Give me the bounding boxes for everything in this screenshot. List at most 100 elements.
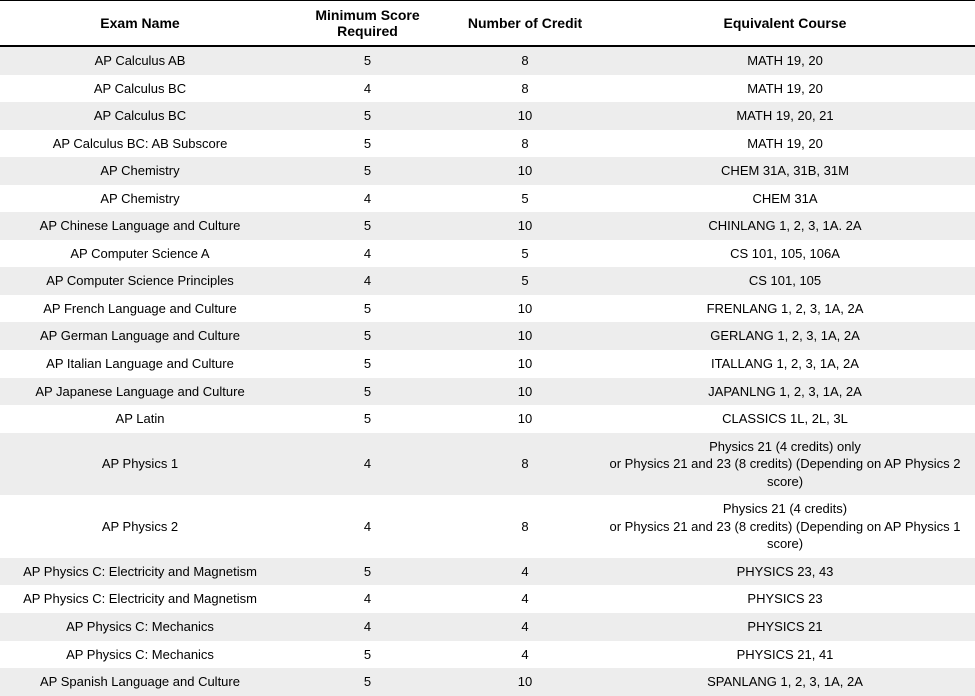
table-row: AP Physics C: Electricity and Magnetism4… bbox=[0, 585, 975, 613]
cell-score: 5 bbox=[280, 641, 455, 669]
table-header-cell: Minimum Score Required bbox=[280, 1, 455, 47]
cell-score: 4 bbox=[280, 185, 455, 213]
cell-exam: AP Chemistry bbox=[0, 157, 280, 185]
cell-course: CS 101, 105, 106A bbox=[595, 240, 975, 268]
table-header-cell: Equivalent Course bbox=[595, 1, 975, 47]
cell-credit: 8 bbox=[455, 433, 595, 496]
cell-score: 5 bbox=[280, 668, 455, 696]
cell-score: 5 bbox=[280, 102, 455, 130]
cell-score: 4 bbox=[280, 240, 455, 268]
table-row: AP Chinese Language and Culture510CHINLA… bbox=[0, 212, 975, 240]
table-row: AP Calculus BC48MATH 19, 20 bbox=[0, 75, 975, 103]
cell-credit: 4 bbox=[455, 558, 595, 586]
cell-credit: 4 bbox=[455, 641, 595, 669]
cell-score: 5 bbox=[280, 295, 455, 323]
cell-credit: 8 bbox=[455, 75, 595, 103]
cell-credit: 8 bbox=[455, 130, 595, 158]
cell-exam: AP Calculus AB bbox=[0, 46, 280, 75]
cell-score: 5 bbox=[280, 405, 455, 433]
cell-course: SPANLANG 1, 2, 3, 1A, 2A bbox=[595, 668, 975, 696]
cell-course: MATH 19, 20, 21 bbox=[595, 102, 975, 130]
cell-exam: AP Computer Science A bbox=[0, 240, 280, 268]
table-header-row: Exam NameMinimum Score RequiredNumber of… bbox=[0, 1, 975, 47]
cell-exam: AP Physics C: Electricity and Magnetism bbox=[0, 558, 280, 586]
cell-credit: 5 bbox=[455, 240, 595, 268]
table-row: AP Latin510CLASSICS 1L, 2L, 3L bbox=[0, 405, 975, 433]
cell-course: MATH 19, 20 bbox=[595, 46, 975, 75]
table-row: AP Physics C: Mechanics54PHYSICS 21, 41 bbox=[0, 641, 975, 669]
cell-credit: 4 bbox=[455, 613, 595, 641]
cell-score: 5 bbox=[280, 157, 455, 185]
cell-exam: AP Physics 2 bbox=[0, 495, 280, 558]
table-row: AP Chemistry510CHEM 31A, 31B, 31M bbox=[0, 157, 975, 185]
cell-course: FRENLANG 1, 2, 3, 1A, 2A bbox=[595, 295, 975, 323]
cell-score: 4 bbox=[280, 75, 455, 103]
cell-course: PHYSICS 21 bbox=[595, 613, 975, 641]
cell-credit: 10 bbox=[455, 157, 595, 185]
cell-course: Physics 21 (4 credits)or Physics 21 and … bbox=[595, 495, 975, 558]
table-row: AP Physics 248Physics 21 (4 credits)or P… bbox=[0, 495, 975, 558]
cell-exam: AP Computer Science Principles bbox=[0, 267, 280, 295]
cell-exam: AP Physics C: Mechanics bbox=[0, 641, 280, 669]
cell-course: MATH 19, 20 bbox=[595, 75, 975, 103]
cell-score: 5 bbox=[280, 212, 455, 240]
cell-exam: AP Spanish Language and Culture bbox=[0, 668, 280, 696]
cell-exam: AP German Language and Culture bbox=[0, 322, 280, 350]
cell-credit: 10 bbox=[455, 295, 595, 323]
table-row: AP Physics C: Mechanics44PHYSICS 21 bbox=[0, 613, 975, 641]
table-row: AP Calculus AB58MATH 19, 20 bbox=[0, 46, 975, 75]
table-row: AP Spanish Language and Culture510SPANLA… bbox=[0, 668, 975, 696]
table-row: AP Computer Science Principles45CS 101, … bbox=[0, 267, 975, 295]
cell-credit: 5 bbox=[455, 185, 595, 213]
table-body: AP Calculus AB58MATH 19, 20AP Calculus B… bbox=[0, 46, 975, 696]
cell-credit: 10 bbox=[455, 212, 595, 240]
cell-score: 5 bbox=[280, 46, 455, 75]
table-header-cell: Number of Credit bbox=[455, 1, 595, 47]
cell-credit: 10 bbox=[455, 322, 595, 350]
cell-score: 4 bbox=[280, 585, 455, 613]
cell-score: 5 bbox=[280, 130, 455, 158]
cell-exam: AP Calculus BC bbox=[0, 75, 280, 103]
cell-credit: 4 bbox=[455, 585, 595, 613]
table-header: Exam NameMinimum Score RequiredNumber of… bbox=[0, 1, 975, 47]
cell-course: MATH 19, 20 bbox=[595, 130, 975, 158]
cell-score: 4 bbox=[280, 267, 455, 295]
table-row: AP Italian Language and Culture510ITALLA… bbox=[0, 350, 975, 378]
cell-course: CLASSICS 1L, 2L, 3L bbox=[595, 405, 975, 433]
table-header-cell: Exam Name bbox=[0, 1, 280, 47]
cell-credit: 8 bbox=[455, 46, 595, 75]
cell-exam: AP Physics C: Electricity and Magnetism bbox=[0, 585, 280, 613]
table-row: AP Computer Science A45CS 101, 105, 106A bbox=[0, 240, 975, 268]
cell-course: ITALLANG 1, 2, 3, 1A, 2A bbox=[595, 350, 975, 378]
cell-score: 4 bbox=[280, 495, 455, 558]
cell-score: 4 bbox=[280, 613, 455, 641]
ap-credit-table: Exam NameMinimum Score RequiredNumber of… bbox=[0, 0, 975, 696]
cell-credit: 5 bbox=[455, 267, 595, 295]
cell-exam: AP Physics 1 bbox=[0, 433, 280, 496]
cell-exam: AP Chinese Language and Culture bbox=[0, 212, 280, 240]
cell-exam: AP Calculus BC bbox=[0, 102, 280, 130]
cell-credit: 10 bbox=[455, 378, 595, 406]
cell-credit: 10 bbox=[455, 668, 595, 696]
cell-score: 5 bbox=[280, 350, 455, 378]
cell-credit: 10 bbox=[455, 102, 595, 130]
cell-exam: AP Latin bbox=[0, 405, 280, 433]
cell-course: PHYSICS 23, 43 bbox=[595, 558, 975, 586]
cell-course: JAPANLNG 1, 2, 3, 1A, 2A bbox=[595, 378, 975, 406]
cell-exam: AP Chemistry bbox=[0, 185, 280, 213]
cell-exam: AP French Language and Culture bbox=[0, 295, 280, 323]
cell-score: 5 bbox=[280, 558, 455, 586]
cell-course: CS 101, 105 bbox=[595, 267, 975, 295]
table-row: AP Calculus BC: AB Subscore58MATH 19, 20 bbox=[0, 130, 975, 158]
cell-score: 5 bbox=[280, 322, 455, 350]
cell-credit: 8 bbox=[455, 495, 595, 558]
cell-exam: AP Physics C: Mechanics bbox=[0, 613, 280, 641]
cell-course: CHEM 31A, 31B, 31M bbox=[595, 157, 975, 185]
table-row: AP German Language and Culture510GERLANG… bbox=[0, 322, 975, 350]
cell-course: GERLANG 1, 2, 3, 1A, 2A bbox=[595, 322, 975, 350]
cell-course: PHYSICS 23 bbox=[595, 585, 975, 613]
cell-score: 5 bbox=[280, 378, 455, 406]
table-row: AP Calculus BC510MATH 19, 20, 21 bbox=[0, 102, 975, 130]
table-row: AP Chemistry45CHEM 31A bbox=[0, 185, 975, 213]
cell-score: 4 bbox=[280, 433, 455, 496]
